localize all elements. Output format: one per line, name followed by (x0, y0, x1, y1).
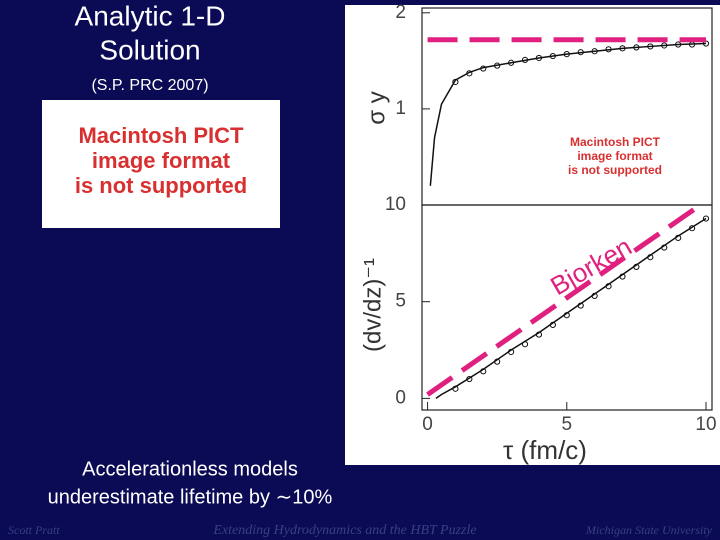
data-point (619, 273, 626, 280)
y-axis-label: (dv/dz)⁻¹ (359, 258, 386, 352)
dashed-line (426, 205, 702, 397)
slide-title: Solution (99, 34, 200, 65)
data-point (535, 54, 543, 62)
footer: Extending Hydrodynamics and the HBT Puzz… (212, 523, 476, 538)
line (429, 42, 707, 186)
footer: Michigan State University (585, 523, 713, 537)
image-placeholder (42, 100, 280, 228)
data-point (549, 321, 556, 329)
data-point (521, 341, 529, 348)
x-tick-label: 10 (695, 414, 716, 435)
y-tick-label: 2 (395, 2, 406, 23)
placeholder-text: image format (92, 148, 231, 173)
data-point (577, 49, 584, 56)
data-point (452, 385, 459, 392)
data-point (521, 56, 529, 63)
data-point (688, 225, 696, 232)
x-axis-label: τ (fm/c) (503, 435, 587, 465)
y-axis-label: σ y (363, 91, 390, 124)
data-point (633, 263, 640, 270)
data-point (661, 244, 668, 251)
data-point (563, 51, 570, 58)
data-point (494, 62, 501, 69)
data-point (661, 42, 668, 49)
data-point (591, 292, 598, 299)
data-point (633, 44, 640, 51)
x-tick-label: 5 (561, 414, 572, 435)
data-point (619, 45, 626, 52)
slide-title: Analytic 1-D (75, 0, 226, 31)
inset-text: image format (577, 149, 652, 163)
y-tick-label: 5 (395, 291, 406, 312)
y-tick-label: 0 (395, 387, 406, 408)
data-point (605, 283, 612, 290)
data-point (480, 65, 487, 72)
slide-subtitle: (S.P. PRC 2007) (91, 77, 208, 94)
data-point (675, 41, 682, 48)
data-point (507, 59, 515, 66)
data-point (563, 312, 570, 319)
data-point (494, 358, 501, 365)
data-point (466, 70, 473, 77)
data-point (452, 78, 459, 86)
placeholder-text: Macintosh PICT (78, 123, 244, 148)
data-point (577, 302, 584, 309)
data-point (647, 254, 654, 261)
inset-text: Macintosh PICT (570, 135, 661, 149)
footer: Scott Pratt (8, 523, 60, 537)
y-tick-label: 1 (395, 98, 406, 119)
data-point (591, 48, 598, 55)
x-tick-label: 0 (422, 414, 433, 435)
y-tick-label: 10 (385, 194, 406, 215)
data-point (675, 234, 682, 241)
data-point (702, 215, 710, 222)
data-point (605, 46, 612, 53)
data-point (647, 43, 654, 50)
data-point (507, 348, 515, 356)
data-point (535, 331, 543, 338)
caption: underestimate lifetime by ∼10% (48, 486, 333, 508)
data-point (480, 368, 487, 375)
data-point (549, 52, 556, 60)
data-point (466, 375, 473, 383)
placeholder-text: is not supported (75, 173, 247, 198)
inset-text: is not supported (568, 163, 662, 177)
caption: Accelerationless models (82, 458, 298, 480)
